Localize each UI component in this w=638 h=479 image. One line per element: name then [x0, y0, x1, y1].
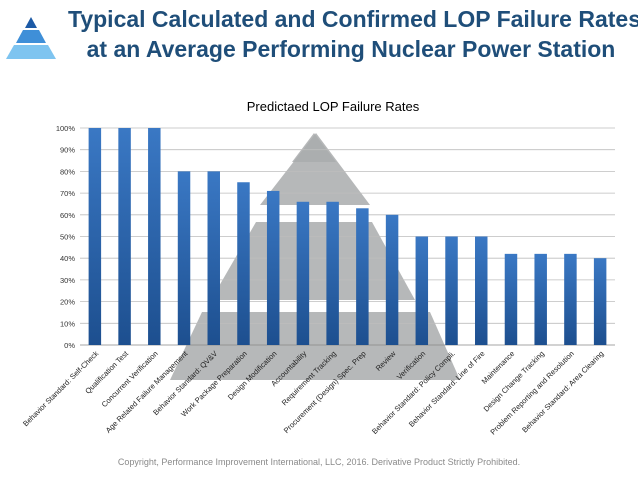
y-tick-label: 90% — [60, 146, 75, 155]
slide-title-line-1: Typical Calculated and Confirmed LOP Fai… — [68, 6, 638, 32]
y-tick-label: 20% — [60, 298, 75, 307]
logo-middle-tier — [16, 30, 46, 43]
x-tick-label: Concurrent Verification — [100, 349, 160, 409]
y-tick-label: 10% — [60, 319, 75, 328]
y-tick-label: 30% — [60, 276, 75, 285]
bar — [475, 236, 488, 345]
bar — [88, 128, 102, 345]
bar — [296, 201, 310, 345]
logo-bottom-tier — [6, 45, 56, 59]
chart-title: Predictaed LOP Failure Rates — [247, 99, 420, 114]
slide-title-line-2: at an Average Performing Nuclear Power S… — [86, 36, 616, 62]
bar — [237, 182, 250, 345]
bar — [356, 208, 369, 345]
y-tick-label: 100% — [56, 124, 76, 133]
y-tick-label: 50% — [60, 233, 75, 242]
bar — [177, 171, 191, 345]
bar — [266, 190, 280, 345]
logo-top-tier — [25, 17, 37, 28]
bar — [118, 128, 131, 345]
watermark-tier — [260, 133, 370, 205]
pyramid-logo-icon — [6, 17, 56, 59]
bar — [504, 253, 518, 345]
y-tick-label: 40% — [60, 254, 75, 263]
bar — [593, 258, 607, 345]
y-tick-label: 70% — [60, 189, 75, 198]
chart-gridlines — [80, 127, 615, 346]
bar — [326, 201, 339, 345]
bar — [207, 171, 220, 345]
bar — [445, 236, 458, 345]
y-tick-label: 80% — [60, 167, 75, 176]
y-tick-label: 0% — [64, 341, 75, 350]
y-axis-ticks: 0% 10% 20% 30% 40% 50% 60% 70% 80% 90% 100% — [56, 124, 76, 350]
slide-title: Typical Calculated and Confirmed LOP Fai… — [68, 4, 638, 64]
bar — [415, 236, 429, 345]
bar — [148, 128, 161, 345]
bar — [385, 214, 399, 345]
bar — [534, 253, 547, 345]
bars — [88, 128, 607, 345]
y-tick-label: 60% — [60, 211, 75, 220]
copyright-footer: Copyright, Performance Improvement Inter… — [117, 457, 521, 467]
bar — [564, 253, 577, 345]
